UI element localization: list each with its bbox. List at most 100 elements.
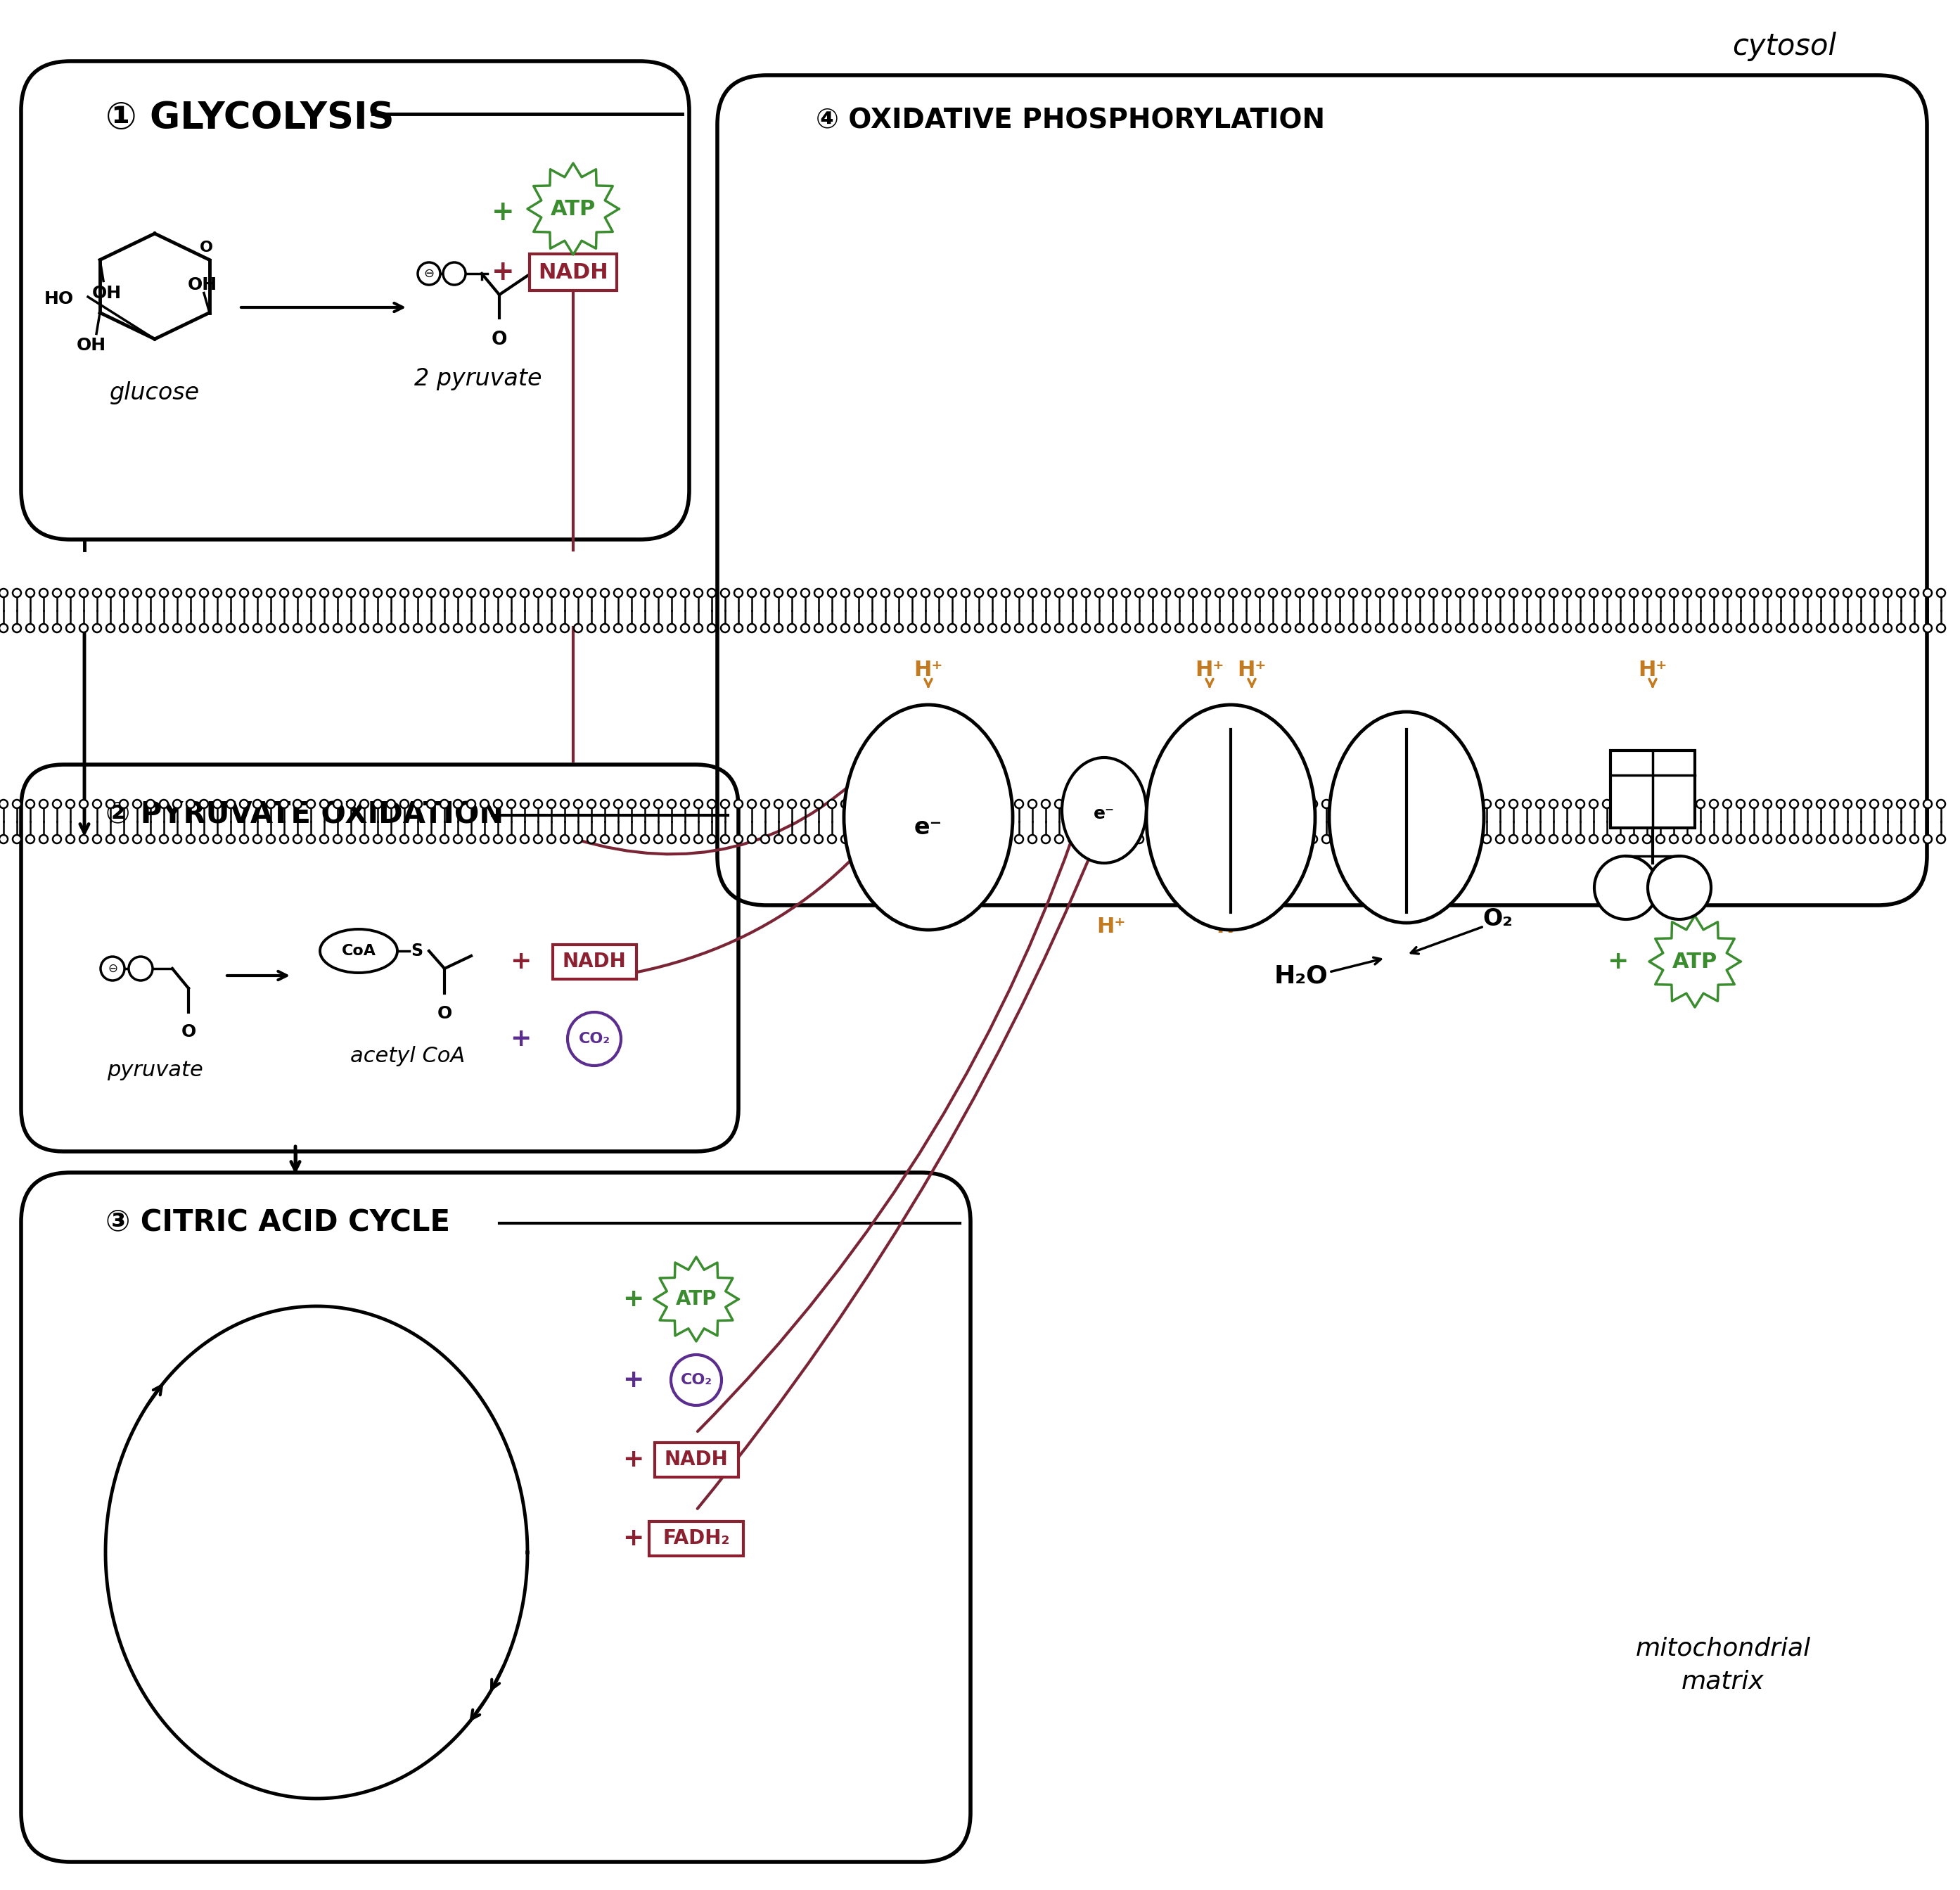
Circle shape: [600, 835, 610, 843]
Circle shape: [1282, 624, 1290, 633]
Circle shape: [815, 588, 823, 597]
Circle shape: [868, 835, 876, 843]
Circle shape: [1443, 835, 1450, 843]
Circle shape: [1176, 799, 1184, 809]
Circle shape: [374, 835, 382, 843]
Text: e⁻: e⁻: [913, 816, 943, 839]
Circle shape: [1911, 799, 1919, 809]
Circle shape: [92, 835, 102, 843]
Text: +: +: [621, 1368, 643, 1393]
Circle shape: [147, 799, 155, 809]
Circle shape: [1041, 588, 1051, 597]
Circle shape: [1054, 835, 1064, 843]
Text: HO: HO: [45, 291, 74, 308]
Circle shape: [1335, 588, 1345, 597]
Circle shape: [0, 835, 8, 843]
Text: NADH: NADH: [539, 263, 608, 282]
Circle shape: [508, 588, 515, 597]
Circle shape: [1456, 588, 1464, 597]
Circle shape: [1149, 835, 1156, 843]
Circle shape: [214, 835, 221, 843]
Circle shape: [1603, 624, 1611, 633]
FancyBboxPatch shape: [553, 945, 637, 979]
Circle shape: [788, 624, 796, 633]
Circle shape: [1243, 624, 1250, 633]
Circle shape: [1603, 588, 1611, 597]
Ellipse shape: [1147, 705, 1315, 930]
Circle shape: [533, 624, 543, 633]
Circle shape: [1243, 835, 1250, 843]
Text: +: +: [492, 259, 514, 285]
Circle shape: [414, 799, 421, 809]
Circle shape: [1121, 835, 1131, 843]
Circle shape: [1401, 624, 1411, 633]
Circle shape: [200, 799, 208, 809]
Circle shape: [12, 588, 22, 597]
Circle shape: [1443, 588, 1450, 597]
Text: pyruvate: pyruvate: [106, 1060, 202, 1081]
Circle shape: [159, 799, 169, 809]
Circle shape: [1548, 835, 1558, 843]
Circle shape: [333, 799, 341, 809]
Circle shape: [788, 835, 796, 843]
Circle shape: [1162, 835, 1170, 843]
Circle shape: [1856, 588, 1866, 597]
Circle shape: [280, 624, 288, 633]
Circle shape: [1282, 799, 1290, 809]
Circle shape: [1831, 835, 1838, 843]
Circle shape: [1936, 835, 1944, 843]
Circle shape: [1737, 799, 1744, 809]
Text: OH: OH: [188, 276, 218, 293]
Circle shape: [894, 835, 904, 843]
Circle shape: [294, 799, 302, 809]
Circle shape: [186, 624, 194, 633]
Circle shape: [1817, 799, 1825, 809]
Circle shape: [747, 799, 757, 809]
Circle shape: [427, 799, 435, 809]
Circle shape: [1041, 799, 1051, 809]
Circle shape: [655, 624, 662, 633]
Circle shape: [1776, 588, 1786, 597]
Circle shape: [855, 588, 862, 597]
Circle shape: [1068, 588, 1076, 597]
Circle shape: [1296, 835, 1303, 843]
Circle shape: [214, 588, 221, 597]
Circle shape: [735, 799, 743, 809]
Text: OH: OH: [92, 285, 122, 301]
Circle shape: [1803, 624, 1811, 633]
Text: ③ CITRIC ACID CYCLE: ③ CITRIC ACID CYCLE: [106, 1208, 451, 1238]
Circle shape: [988, 588, 996, 597]
Circle shape: [1911, 588, 1919, 597]
Circle shape: [815, 799, 823, 809]
Circle shape: [1629, 588, 1639, 597]
Circle shape: [1323, 799, 1331, 809]
Circle shape: [1656, 624, 1664, 633]
Circle shape: [1254, 588, 1264, 597]
Circle shape: [921, 624, 929, 633]
Circle shape: [1576, 799, 1584, 809]
Circle shape: [374, 799, 382, 809]
Circle shape: [1789, 588, 1797, 597]
Circle shape: [935, 835, 943, 843]
Circle shape: [1162, 588, 1170, 597]
Circle shape: [694, 799, 702, 809]
Circle shape: [735, 588, 743, 597]
Circle shape: [1029, 835, 1037, 843]
Circle shape: [802, 835, 809, 843]
Circle shape: [172, 624, 182, 633]
Circle shape: [159, 624, 169, 633]
Circle shape: [747, 835, 757, 843]
Circle shape: [1576, 835, 1584, 843]
Circle shape: [1309, 588, 1317, 597]
Circle shape: [802, 588, 809, 597]
Circle shape: [1429, 624, 1437, 633]
Text: H⁺: H⁺: [1196, 660, 1225, 680]
Circle shape: [1817, 588, 1825, 597]
Circle shape: [1656, 835, 1664, 843]
Circle shape: [855, 799, 862, 809]
Circle shape: [721, 588, 729, 597]
Circle shape: [1121, 799, 1131, 809]
Polygon shape: [655, 1257, 739, 1342]
Text: H₂O: H₂O: [1274, 964, 1329, 988]
Circle shape: [1789, 799, 1797, 809]
